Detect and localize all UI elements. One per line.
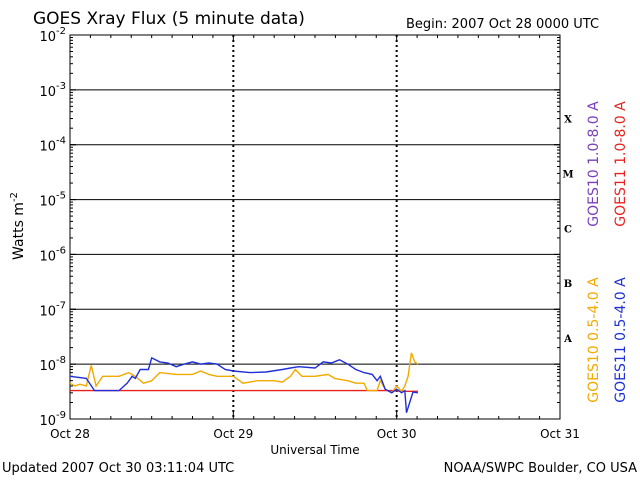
legend-bottom: GOES10 0.5-4.0 A GOES11 0.5-4.0 A	[586, 277, 629, 403]
x-tick-label: Oct 30	[377, 427, 417, 441]
y-tick-exp: -5	[56, 191, 66, 202]
y-tick-base: 10	[39, 304, 56, 319]
y-tick-base: 10	[39, 140, 56, 155]
y-tick-label: 10-9	[39, 410, 66, 429]
y-tick-label: 10-3	[39, 81, 66, 100]
y-axis-label-base: Watts m	[11, 202, 27, 260]
y-tick-label: 10-7	[39, 300, 66, 319]
flare-class-labels: X M C B A	[562, 115, 573, 345]
day-dividers	[232, 35, 398, 419]
y-tick-base: 10	[39, 195, 56, 210]
flare-class-label: X	[564, 115, 572, 126]
series-line	[69, 356, 419, 413]
y-tick-exp: -6	[56, 245, 66, 256]
flare-class-label: A	[563, 334, 572, 345]
plot-frame	[69, 34, 561, 420]
y-tick-label: 10-5	[39, 191, 66, 210]
y-tick-labels: 10-210-310-410-510-610-710-810-9	[39, 26, 66, 429]
y-tick-exp: -7	[56, 300, 66, 311]
y-tick-label: 10-4	[39, 136, 66, 155]
y-tick-exp: -4	[56, 136, 66, 147]
y-tick-exp: -8	[56, 355, 66, 366]
y-tick-base: 10	[39, 85, 56, 100]
legend-bottom-item: GOES10 0.5-4.0 A	[586, 277, 602, 403]
x-tick-label: Oct 28	[50, 427, 90, 441]
legend-right-item: GOES11 1.0-8.0 A	[613, 101, 629, 227]
y-tick-base: 10	[39, 359, 56, 374]
chart-title: GOES Xray Flux (5 minute data)	[33, 9, 305, 29]
y-tick-base: 10	[39, 30, 56, 45]
legend-bottom-item: GOES11 0.5-4.0 A	[613, 277, 629, 403]
legend-right-item: GOES10 1.0-8.0 A	[586, 101, 602, 227]
series-line	[70, 389, 418, 392]
grid-lines	[70, 89, 560, 365]
y-tick-label: 10-8	[39, 355, 66, 374]
y-tick-exp: -3	[56, 81, 66, 92]
updated-timestamp: Updated 2007 Oct 30 03:11:04 UTC	[2, 461, 234, 476]
x-tick-labels: Oct 28 Oct 29 Oct 30 Oct 31	[50, 427, 580, 441]
x-axis-label: Universal Time	[270, 443, 359, 457]
y-tick-exp: -2	[56, 26, 66, 37]
x-tick-label: Oct 29	[213, 427, 253, 441]
flare-class-label: C	[564, 224, 572, 235]
plot-area	[69, 34, 561, 420]
series-layer	[69, 352, 419, 413]
y-minor-ticks	[69, 34, 561, 420]
credit-label: NOAA/SWPC Boulder, CO USA	[444, 461, 637, 476]
y-tick-label: 10-6	[39, 245, 66, 264]
y-tick-exp: -9	[56, 410, 66, 421]
legend-right: GOES10 1.0-8.0 A GOES11 1.0-8.0 A	[586, 101, 629, 227]
flare-class-label: B	[564, 279, 572, 290]
y-tick-base: 10	[39, 414, 56, 429]
y-axis-label: Watts m-2	[9, 192, 27, 260]
begin-label: Begin: 2007 Oct 28 0000 UTC	[406, 17, 599, 32]
y-axis-label-exp: -2	[9, 192, 20, 202]
flare-class-label: M	[562, 169, 573, 180]
y-tick-label: 10-2	[39, 26, 66, 45]
y-tick-base: 10	[39, 249, 56, 264]
x-tick-label: Oct 31	[540, 427, 580, 441]
